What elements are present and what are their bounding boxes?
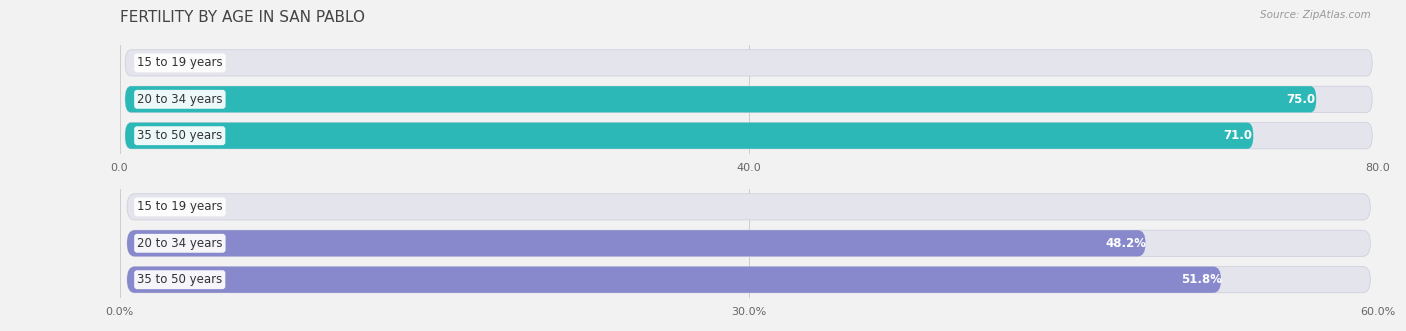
- Text: 0.0%: 0.0%: [177, 200, 207, 213]
- FancyBboxPatch shape: [125, 86, 1372, 113]
- FancyBboxPatch shape: [125, 86, 1316, 113]
- Text: Source: ZipAtlas.com: Source: ZipAtlas.com: [1260, 10, 1371, 20]
- FancyBboxPatch shape: [125, 50, 1372, 76]
- Text: 51.8%: 51.8%: [1181, 273, 1222, 286]
- Text: 75.0: 75.0: [1286, 93, 1316, 106]
- Text: 71.0: 71.0: [1223, 129, 1253, 142]
- FancyBboxPatch shape: [125, 122, 1372, 149]
- Text: 20 to 34 years: 20 to 34 years: [138, 237, 222, 250]
- FancyBboxPatch shape: [127, 266, 1220, 293]
- FancyBboxPatch shape: [127, 194, 1371, 220]
- Text: 35 to 50 years: 35 to 50 years: [138, 129, 222, 142]
- Text: 15 to 19 years: 15 to 19 years: [138, 200, 222, 213]
- Text: FERTILITY BY AGE IN SAN PABLO: FERTILITY BY AGE IN SAN PABLO: [120, 10, 364, 25]
- Text: 35 to 50 years: 35 to 50 years: [138, 273, 222, 286]
- Text: 15 to 19 years: 15 to 19 years: [138, 56, 222, 70]
- FancyBboxPatch shape: [127, 230, 1371, 257]
- FancyBboxPatch shape: [125, 122, 1253, 149]
- FancyBboxPatch shape: [127, 266, 1371, 293]
- Text: 48.2%: 48.2%: [1105, 237, 1147, 250]
- FancyBboxPatch shape: [127, 230, 1146, 257]
- Text: 0.0: 0.0: [177, 56, 195, 70]
- Text: 20 to 34 years: 20 to 34 years: [138, 93, 222, 106]
